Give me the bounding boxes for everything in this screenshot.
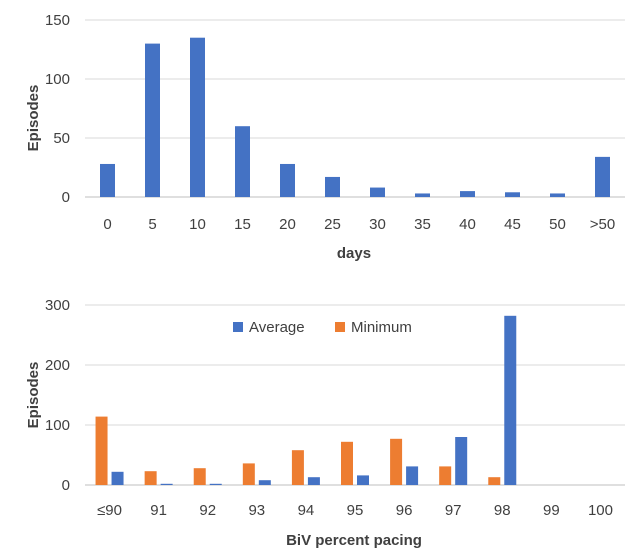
c1-x-tick-label: 5 bbox=[148, 216, 156, 233]
c2-bar-average bbox=[357, 475, 369, 485]
c2-x-tick-label: 95 bbox=[347, 502, 364, 519]
c1-bar-series bbox=[100, 163, 115, 197]
c1-x-tick-label: 20 bbox=[279, 216, 296, 233]
c1-x-tick-label: 50 bbox=[549, 216, 566, 233]
c1-bar-series bbox=[505, 192, 520, 197]
c2-x-tick-label: 91 bbox=[150, 502, 167, 519]
c2-legend: Average Minimum bbox=[233, 319, 412, 336]
legend-label-average: Average bbox=[249, 319, 305, 336]
c1-x-tick-labels: 0 5 10 15 20 25 30 35 40 45 50 >50 bbox=[103, 216, 615, 233]
c1-bars bbox=[100, 37, 610, 198]
c1-bar-series bbox=[460, 191, 475, 197]
c1-y-tick-labels: 0 50 100 150 bbox=[45, 12, 70, 206]
c1-x-tick-label: 15 bbox=[234, 216, 251, 233]
c2-y-tick-labels: 0 100 200 300 bbox=[45, 297, 70, 494]
c2-bar-average bbox=[406, 466, 419, 485]
c2-x-tick-label: 98 bbox=[494, 502, 511, 519]
c2-x-tick-label: 99 bbox=[543, 502, 560, 519]
legend-swatch-minimum bbox=[335, 322, 345, 332]
c1-bar-series bbox=[280, 163, 295, 197]
c1-bar-series bbox=[550, 193, 565, 197]
c2-x-tick-label: ≤90 bbox=[97, 502, 122, 519]
c1-y-tick-label: 50 bbox=[53, 130, 70, 147]
c1-y-tick-label: 0 bbox=[62, 189, 70, 206]
c1-x-tick-label: 45 bbox=[504, 216, 521, 233]
c2-y-tick-label: 0 bbox=[62, 477, 70, 494]
c1-bar-series bbox=[325, 176, 340, 197]
c1-bar-series bbox=[145, 43, 160, 197]
c1-y-axis-label: Episodes bbox=[25, 85, 42, 152]
c1-x-tick-label: >50 bbox=[590, 216, 615, 233]
c2-bars bbox=[95, 315, 517, 485]
c1-y-tick-label: 100 bbox=[45, 71, 70, 88]
c2-y-tick-label: 300 bbox=[45, 297, 70, 314]
c1-y-tick-label: 150 bbox=[45, 12, 70, 29]
c2-bar-minimum bbox=[193, 468, 206, 485]
c2-bar-average bbox=[209, 483, 222, 485]
chart-days: 0 50 100 150 0 5 10 15 20 25 30 35 40 45 50 >50 days E… bbox=[25, 12, 625, 262]
c2-bar-minimum bbox=[488, 477, 501, 485]
c1-x-tick-label: 10 bbox=[189, 216, 206, 233]
c2-x-tick-label: 100 bbox=[588, 502, 613, 519]
c2-y-tick-label: 100 bbox=[45, 417, 70, 434]
c2-x-tick-label: 92 bbox=[199, 502, 216, 519]
c2-y-axis-label: Episodes bbox=[25, 362, 42, 429]
c1-x-tick-label: 0 bbox=[103, 216, 111, 233]
c1-gridlines bbox=[85, 19, 625, 198]
c2-bar-average bbox=[307, 477, 320, 485]
c2-bar-minimum bbox=[439, 466, 452, 485]
c2-bar-minimum bbox=[242, 463, 255, 485]
c1-bar-series bbox=[370, 187, 385, 197]
c2-x-tick-label: 93 bbox=[248, 502, 265, 519]
c2-bar-average bbox=[455, 437, 468, 485]
c1-bar-series bbox=[415, 193, 430, 197]
legend-label-minimum: Minimum bbox=[351, 319, 412, 336]
c2-x-tick-label: 97 bbox=[445, 502, 462, 519]
c2-x-axis-label: BiV percent pacing bbox=[286, 532, 422, 549]
c1-x-tick-label: 40 bbox=[459, 216, 476, 233]
c2-bar-minimum bbox=[144, 471, 157, 485]
c1-x-tick-label: 35 bbox=[414, 216, 431, 233]
c2-bar-average bbox=[504, 315, 517, 485]
c2-gridlines bbox=[85, 304, 625, 486]
c2-bar-minimum bbox=[291, 450, 304, 485]
c2-x-tick-labels: ≤90 91 92 93 94 95 96 97 98 99 100 bbox=[97, 502, 613, 519]
chart-biv-pacing: 0 100 200 300 ≤90 91 92 93 94 95 96 97 98 99 100 Aver… bbox=[25, 297, 625, 549]
c2-bar-average bbox=[258, 480, 271, 485]
c2-bar-minimum bbox=[390, 438, 403, 485]
c2-y-tick-label: 200 bbox=[45, 357, 70, 374]
c2-bar-average bbox=[111, 471, 124, 485]
c2-bar-minimum bbox=[341, 441, 353, 485]
c2-x-tick-label: 94 bbox=[298, 502, 315, 519]
c2-x-tick-label: 96 bbox=[396, 502, 413, 519]
c1-x-axis-label: days bbox=[337, 245, 371, 262]
c1-x-tick-label: 30 bbox=[369, 216, 386, 233]
c1-x-tick-label: 25 bbox=[324, 216, 341, 233]
c2-bar-average bbox=[160, 483, 173, 485]
c1-bar-series bbox=[235, 126, 250, 197]
c1-bar-series bbox=[595, 156, 610, 197]
legend-swatch-average bbox=[233, 322, 243, 332]
c2-bar-minimum bbox=[95, 416, 108, 485]
c1-bar-series bbox=[190, 37, 205, 198]
